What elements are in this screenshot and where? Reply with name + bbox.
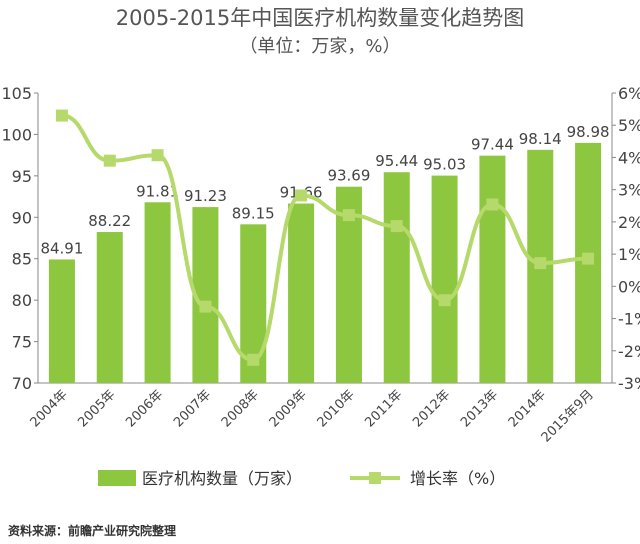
right-tick-label: 1%	[618, 245, 640, 264]
data-label: 98.98	[567, 123, 610, 141]
x-tick-label: 2012年	[410, 387, 453, 430]
bar	[431, 175, 458, 383]
data-label: 91.81	[136, 182, 179, 200]
right-tick-label: -2%	[618, 342, 640, 361]
data-label: 93.69	[327, 167, 370, 185]
x-tick-label: 2008年	[219, 387, 262, 430]
left-tick-label: 80	[12, 291, 32, 310]
growth-point	[295, 189, 308, 202]
growth-point	[151, 149, 164, 162]
x-tick-label: 2006年	[123, 387, 166, 430]
left-tick-label: 100	[1, 125, 32, 144]
growth-point	[390, 220, 403, 233]
left-tick-label: 90	[12, 208, 32, 227]
legend-line-marker	[369, 472, 381, 484]
bar	[144, 202, 171, 383]
x-tick-label: 2010年	[315, 387, 358, 430]
right-tick-label: 3%	[618, 181, 640, 200]
data-label: 95.03	[423, 156, 466, 174]
bar	[383, 172, 410, 383]
bar	[96, 232, 123, 383]
right-tick-label: 5%	[618, 116, 640, 135]
x-tick-label: 2005年	[75, 387, 118, 430]
growth-point	[55, 109, 68, 122]
growth-point	[486, 198, 499, 211]
data-label: 95.44	[375, 152, 418, 170]
x-tick-label: 2007年	[171, 387, 214, 430]
left-tick-label: 75	[12, 333, 32, 352]
right-tick-label: -1%	[618, 310, 640, 329]
x-tick-label: 2015年9月	[539, 387, 597, 445]
data-label: 91.23	[184, 187, 227, 205]
left-tick-label: 95	[12, 167, 32, 186]
bar	[48, 259, 75, 383]
data-label: 89.15	[232, 204, 275, 222]
bar	[288, 203, 315, 383]
legend-line-label: 增长率（%）	[410, 469, 505, 488]
growth-point	[438, 294, 451, 307]
x-tick-label: 2014年	[506, 387, 549, 430]
bar	[479, 155, 506, 383]
growth-point	[342, 209, 355, 222]
legend-bar-swatch	[98, 470, 136, 486]
right-tick-label: 2%	[618, 213, 640, 232]
left-tick-label: 70	[12, 374, 32, 393]
x-tick-label: 2011年	[362, 387, 405, 430]
data-label: 97.44	[471, 136, 514, 154]
x-tick-label: 2013年	[458, 387, 501, 430]
source-note: 资料来源：前瞻产业研究院整理	[8, 524, 177, 538]
right-tick-label: 4%	[618, 148, 640, 167]
growth-point	[199, 300, 212, 313]
growth-point	[582, 252, 595, 265]
growth-point	[534, 257, 547, 270]
right-tick-label: 0%	[618, 277, 640, 296]
chart-subtitle: （单位：万家，%）	[239, 36, 401, 57]
left-tick-label: 85	[12, 250, 32, 269]
legend-bar-label: 医疗机构数量（万家）	[142, 469, 302, 488]
growth-point	[247, 353, 260, 366]
right-tick-label: -3%	[618, 374, 640, 393]
data-label: 84.91	[40, 239, 83, 257]
chart-title: 2005-2015年中国医疗机构数量变化趋势图	[115, 6, 525, 30]
x-tick-label: 2004年	[28, 387, 71, 430]
left-tick-label: 105	[1, 84, 32, 103]
right-tick-label: 6%	[618, 84, 640, 103]
data-label: 88.22	[88, 212, 131, 230]
data-label: 98.14	[519, 130, 562, 148]
growth-point	[103, 154, 116, 167]
x-tick-label: 2009年	[267, 387, 310, 430]
